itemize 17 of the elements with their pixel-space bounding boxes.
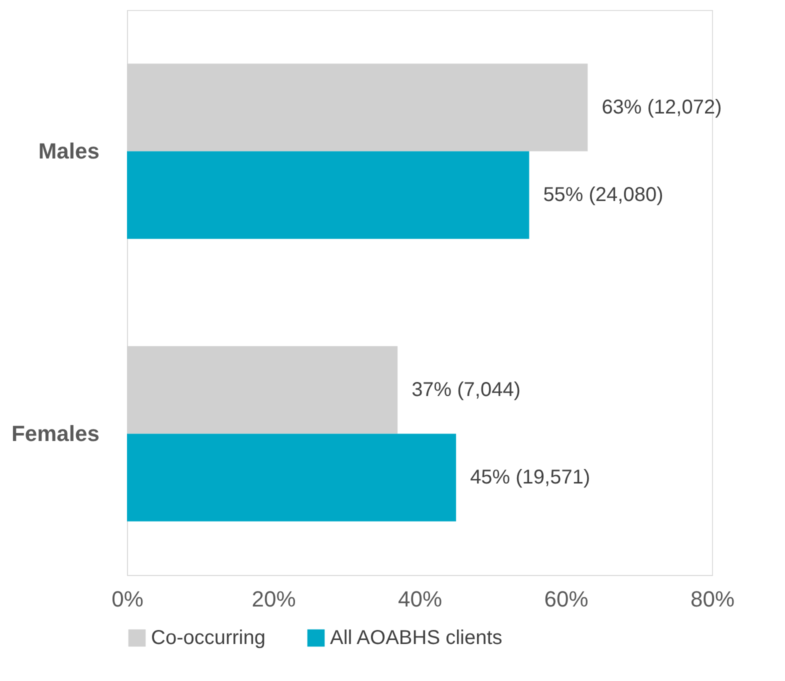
data-label: 45% (19,571) (470, 466, 590, 489)
bar (127, 151, 530, 239)
legend-label: All AOABHS clients (330, 627, 502, 649)
legend-label: Co-occurring (151, 627, 266, 649)
x-tick-label: 20% (252, 586, 296, 612)
y-tick-label: Females (11, 420, 100, 446)
x-tick-label: 60% (544, 586, 588, 612)
x-tick-label: 80% (690, 586, 735, 612)
x-tick-label: 40% (398, 586, 442, 612)
bar (127, 346, 398, 434)
bar (127, 434, 456, 522)
y-tick-label: Males (38, 138, 100, 164)
data-label: 63% (12,072) (602, 96, 722, 118)
data-label: 37% (7,044) (412, 378, 521, 401)
x-tick-label: 0% (112, 586, 144, 612)
data-label: 55% (24,080) (543, 184, 664, 206)
bar (127, 64, 588, 152)
